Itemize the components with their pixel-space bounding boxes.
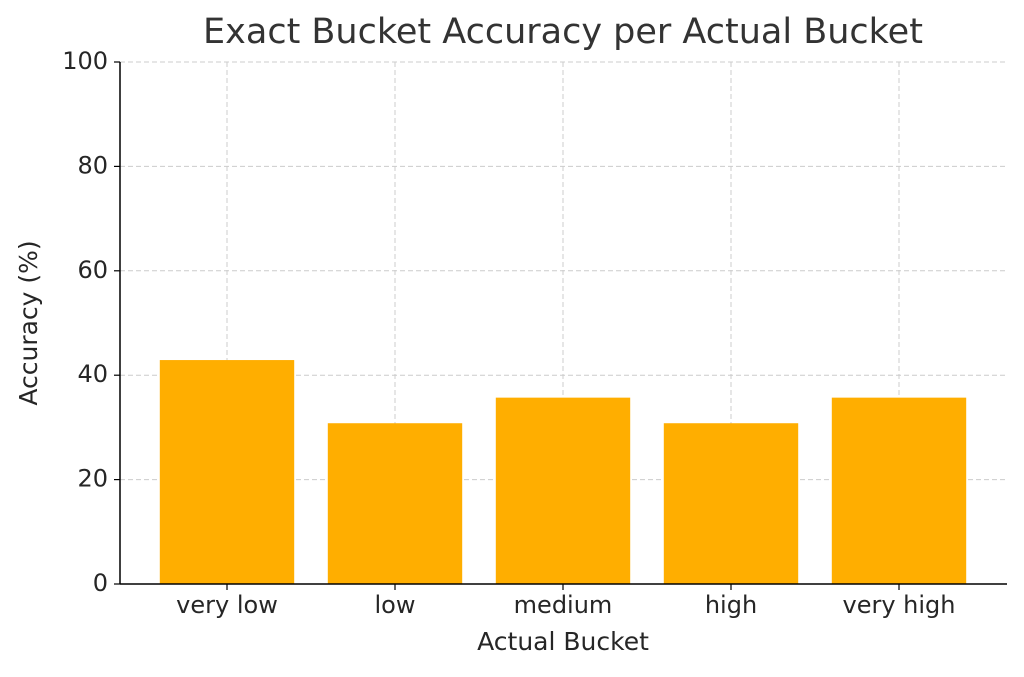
y-axis-label: Accuracy (%) xyxy=(14,240,43,405)
chart-title: Exact Bucket Accuracy per Actual Bucket xyxy=(203,12,923,52)
bar xyxy=(159,360,295,584)
y-tick-label: 40 xyxy=(77,360,108,388)
x-tick-label: medium xyxy=(514,591,613,619)
y-tick-label: 60 xyxy=(77,256,108,284)
bar xyxy=(327,423,463,584)
x-tick-label: very low xyxy=(176,591,278,619)
y-tick-label: 80 xyxy=(77,151,108,179)
y-tick-label: 0 xyxy=(93,569,108,597)
y-tick-label: 100 xyxy=(62,47,108,75)
bar xyxy=(663,423,799,584)
bar xyxy=(831,397,967,584)
x-tick-label: low xyxy=(375,591,416,619)
y-tick-label: 20 xyxy=(77,465,108,493)
x-tick-label: high xyxy=(705,591,757,619)
x-tick-label: very high xyxy=(843,591,956,619)
x-axis-label: Actual Bucket xyxy=(477,627,649,656)
bar xyxy=(495,397,631,584)
